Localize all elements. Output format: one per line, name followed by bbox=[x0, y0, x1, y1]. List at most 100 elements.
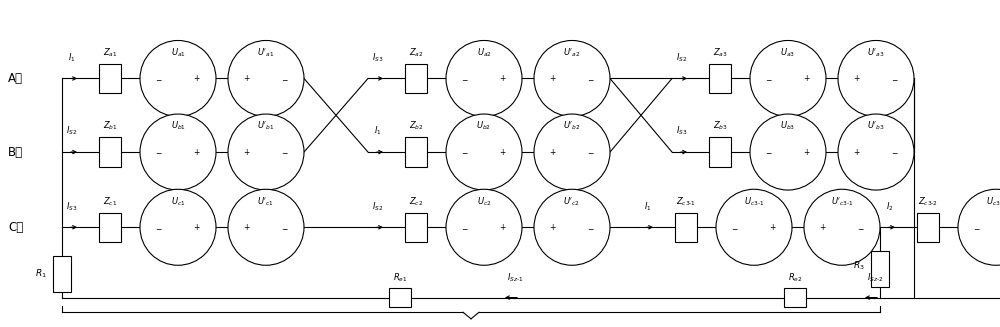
Text: $+$: $+$ bbox=[193, 74, 201, 83]
Text: C相: C相 bbox=[8, 221, 23, 234]
Ellipse shape bbox=[228, 189, 304, 265]
Text: $Z_{a1}$: $Z_{a1}$ bbox=[103, 46, 117, 59]
Text: $U_{c3\text{-}2}$: $U_{c3\text{-}2}$ bbox=[986, 195, 1000, 208]
Text: $R_3$: $R_3$ bbox=[853, 259, 865, 272]
Text: $U_{c2}$: $U_{c2}$ bbox=[477, 195, 491, 208]
Ellipse shape bbox=[750, 41, 826, 116]
Text: $U'_{a1}$: $U'_{a1}$ bbox=[257, 46, 275, 59]
Bar bbox=[871, 251, 889, 287]
Text: $R_{e1}$: $R_{e1}$ bbox=[393, 272, 407, 284]
Text: $I_1$: $I_1$ bbox=[374, 125, 382, 137]
Text: $U'_{b3}$: $U'_{b3}$ bbox=[867, 120, 885, 132]
Text: $-$: $-$ bbox=[281, 223, 289, 232]
Text: $U_{a3}$: $U_{a3}$ bbox=[780, 46, 796, 59]
Text: $Z_{b1}$: $Z_{b1}$ bbox=[103, 120, 117, 132]
Text: $-$: $-$ bbox=[461, 147, 469, 157]
Text: $-$: $-$ bbox=[587, 74, 595, 83]
Text: $+$: $+$ bbox=[853, 74, 861, 83]
Ellipse shape bbox=[140, 189, 216, 265]
Text: A相: A相 bbox=[8, 72, 23, 85]
Text: $U'_{b2}$: $U'_{b2}$ bbox=[563, 120, 581, 132]
Text: $U_{c1}$: $U_{c1}$ bbox=[171, 195, 185, 208]
Bar bbox=[405, 137, 427, 167]
Bar bbox=[784, 288, 806, 307]
Text: $-$: $-$ bbox=[155, 74, 163, 83]
Text: $I_{S3}$: $I_{S3}$ bbox=[372, 51, 384, 64]
Text: $-$: $-$ bbox=[765, 74, 773, 83]
Text: $-$: $-$ bbox=[461, 74, 469, 83]
Text: $+$: $+$ bbox=[549, 147, 557, 157]
Ellipse shape bbox=[140, 41, 216, 116]
Ellipse shape bbox=[228, 41, 304, 116]
Text: $U_{b3}$: $U_{b3}$ bbox=[780, 120, 796, 132]
Text: $-$: $-$ bbox=[155, 223, 163, 232]
Text: $I_{Sz\text{-}2}$: $I_{Sz\text{-}2}$ bbox=[867, 272, 883, 284]
Text: $I_1$: $I_1$ bbox=[644, 200, 652, 213]
Bar bbox=[99, 213, 121, 242]
Bar bbox=[99, 64, 121, 93]
Text: $+$: $+$ bbox=[243, 74, 251, 83]
Text: $I_{S3}$: $I_{S3}$ bbox=[66, 200, 78, 213]
Text: $+$: $+$ bbox=[499, 222, 507, 232]
Ellipse shape bbox=[716, 189, 792, 265]
Text: $-$: $-$ bbox=[461, 223, 469, 232]
Text: $+$: $+$ bbox=[853, 147, 861, 157]
Text: $I_2$: $I_2$ bbox=[886, 200, 894, 213]
Ellipse shape bbox=[228, 114, 304, 190]
Text: $-$: $-$ bbox=[281, 74, 289, 83]
Text: B相: B相 bbox=[8, 146, 23, 159]
Text: $I_{S2}$: $I_{S2}$ bbox=[66, 125, 78, 137]
Ellipse shape bbox=[804, 189, 880, 265]
Text: $U_{a1}$: $U_{a1}$ bbox=[171, 46, 185, 59]
Ellipse shape bbox=[958, 189, 1000, 265]
Bar bbox=[709, 137, 731, 167]
Text: $-$: $-$ bbox=[587, 223, 595, 232]
Text: $U_{b1}$: $U_{b1}$ bbox=[171, 120, 185, 132]
Text: $-$: $-$ bbox=[857, 223, 865, 232]
Text: $U'_{b1}$: $U'_{b1}$ bbox=[257, 120, 275, 132]
Ellipse shape bbox=[534, 114, 610, 190]
Text: $+$: $+$ bbox=[549, 74, 557, 83]
Text: $-$: $-$ bbox=[891, 74, 899, 83]
Text: $I_{S2}$: $I_{S2}$ bbox=[676, 51, 688, 64]
Text: $U_{a2}$: $U_{a2}$ bbox=[477, 46, 491, 59]
Text: $I_{S3}$: $I_{S3}$ bbox=[676, 125, 688, 137]
Text: $+$: $+$ bbox=[193, 222, 201, 232]
Text: $R_1$: $R_1$ bbox=[35, 267, 47, 280]
Text: $-$: $-$ bbox=[973, 223, 981, 232]
Text: $+$: $+$ bbox=[549, 222, 557, 232]
Ellipse shape bbox=[446, 189, 522, 265]
Text: $+$: $+$ bbox=[499, 74, 507, 83]
Bar bbox=[405, 213, 427, 242]
Text: $l$: $l$ bbox=[468, 325, 474, 327]
Bar bbox=[53, 256, 71, 292]
Text: $U'_{c2}$: $U'_{c2}$ bbox=[563, 195, 581, 208]
Text: $+$: $+$ bbox=[803, 147, 811, 157]
Text: $U'_{a3}$: $U'_{a3}$ bbox=[867, 46, 885, 59]
Text: $-$: $-$ bbox=[155, 147, 163, 157]
Text: $I_{S2}$: $I_{S2}$ bbox=[372, 200, 384, 213]
Ellipse shape bbox=[140, 114, 216, 190]
Bar bbox=[709, 64, 731, 93]
Ellipse shape bbox=[750, 114, 826, 190]
Text: $-$: $-$ bbox=[281, 147, 289, 157]
Text: $Z_{a2}$: $Z_{a2}$ bbox=[409, 46, 423, 59]
Text: $Z_{b2}$: $Z_{b2}$ bbox=[409, 120, 423, 132]
Ellipse shape bbox=[446, 114, 522, 190]
Text: $Z_{c2}$: $Z_{c2}$ bbox=[409, 195, 423, 208]
Text: $Z_{c1}$: $Z_{c1}$ bbox=[103, 195, 117, 208]
Text: $I_{Sz\text{-}1}$: $I_{Sz\text{-}1}$ bbox=[507, 272, 523, 284]
Text: $+$: $+$ bbox=[819, 222, 827, 232]
Text: $U_{b2}$: $U_{b2}$ bbox=[476, 120, 492, 132]
Text: $U'_{c1}$: $U'_{c1}$ bbox=[257, 195, 275, 208]
Bar bbox=[917, 213, 939, 242]
Text: $+$: $+$ bbox=[803, 74, 811, 83]
Text: $I_1$: $I_1$ bbox=[68, 51, 76, 64]
Text: $+$: $+$ bbox=[243, 222, 251, 232]
Text: $-$: $-$ bbox=[587, 147, 595, 157]
Bar bbox=[99, 137, 121, 167]
Text: $Z_{a3}$: $Z_{a3}$ bbox=[713, 46, 727, 59]
Text: $+$: $+$ bbox=[243, 147, 251, 157]
Text: $Z_{c3\text{-}2}$: $Z_{c3\text{-}2}$ bbox=[918, 195, 938, 208]
Text: $Z_{b3}$: $Z_{b3}$ bbox=[713, 120, 727, 132]
